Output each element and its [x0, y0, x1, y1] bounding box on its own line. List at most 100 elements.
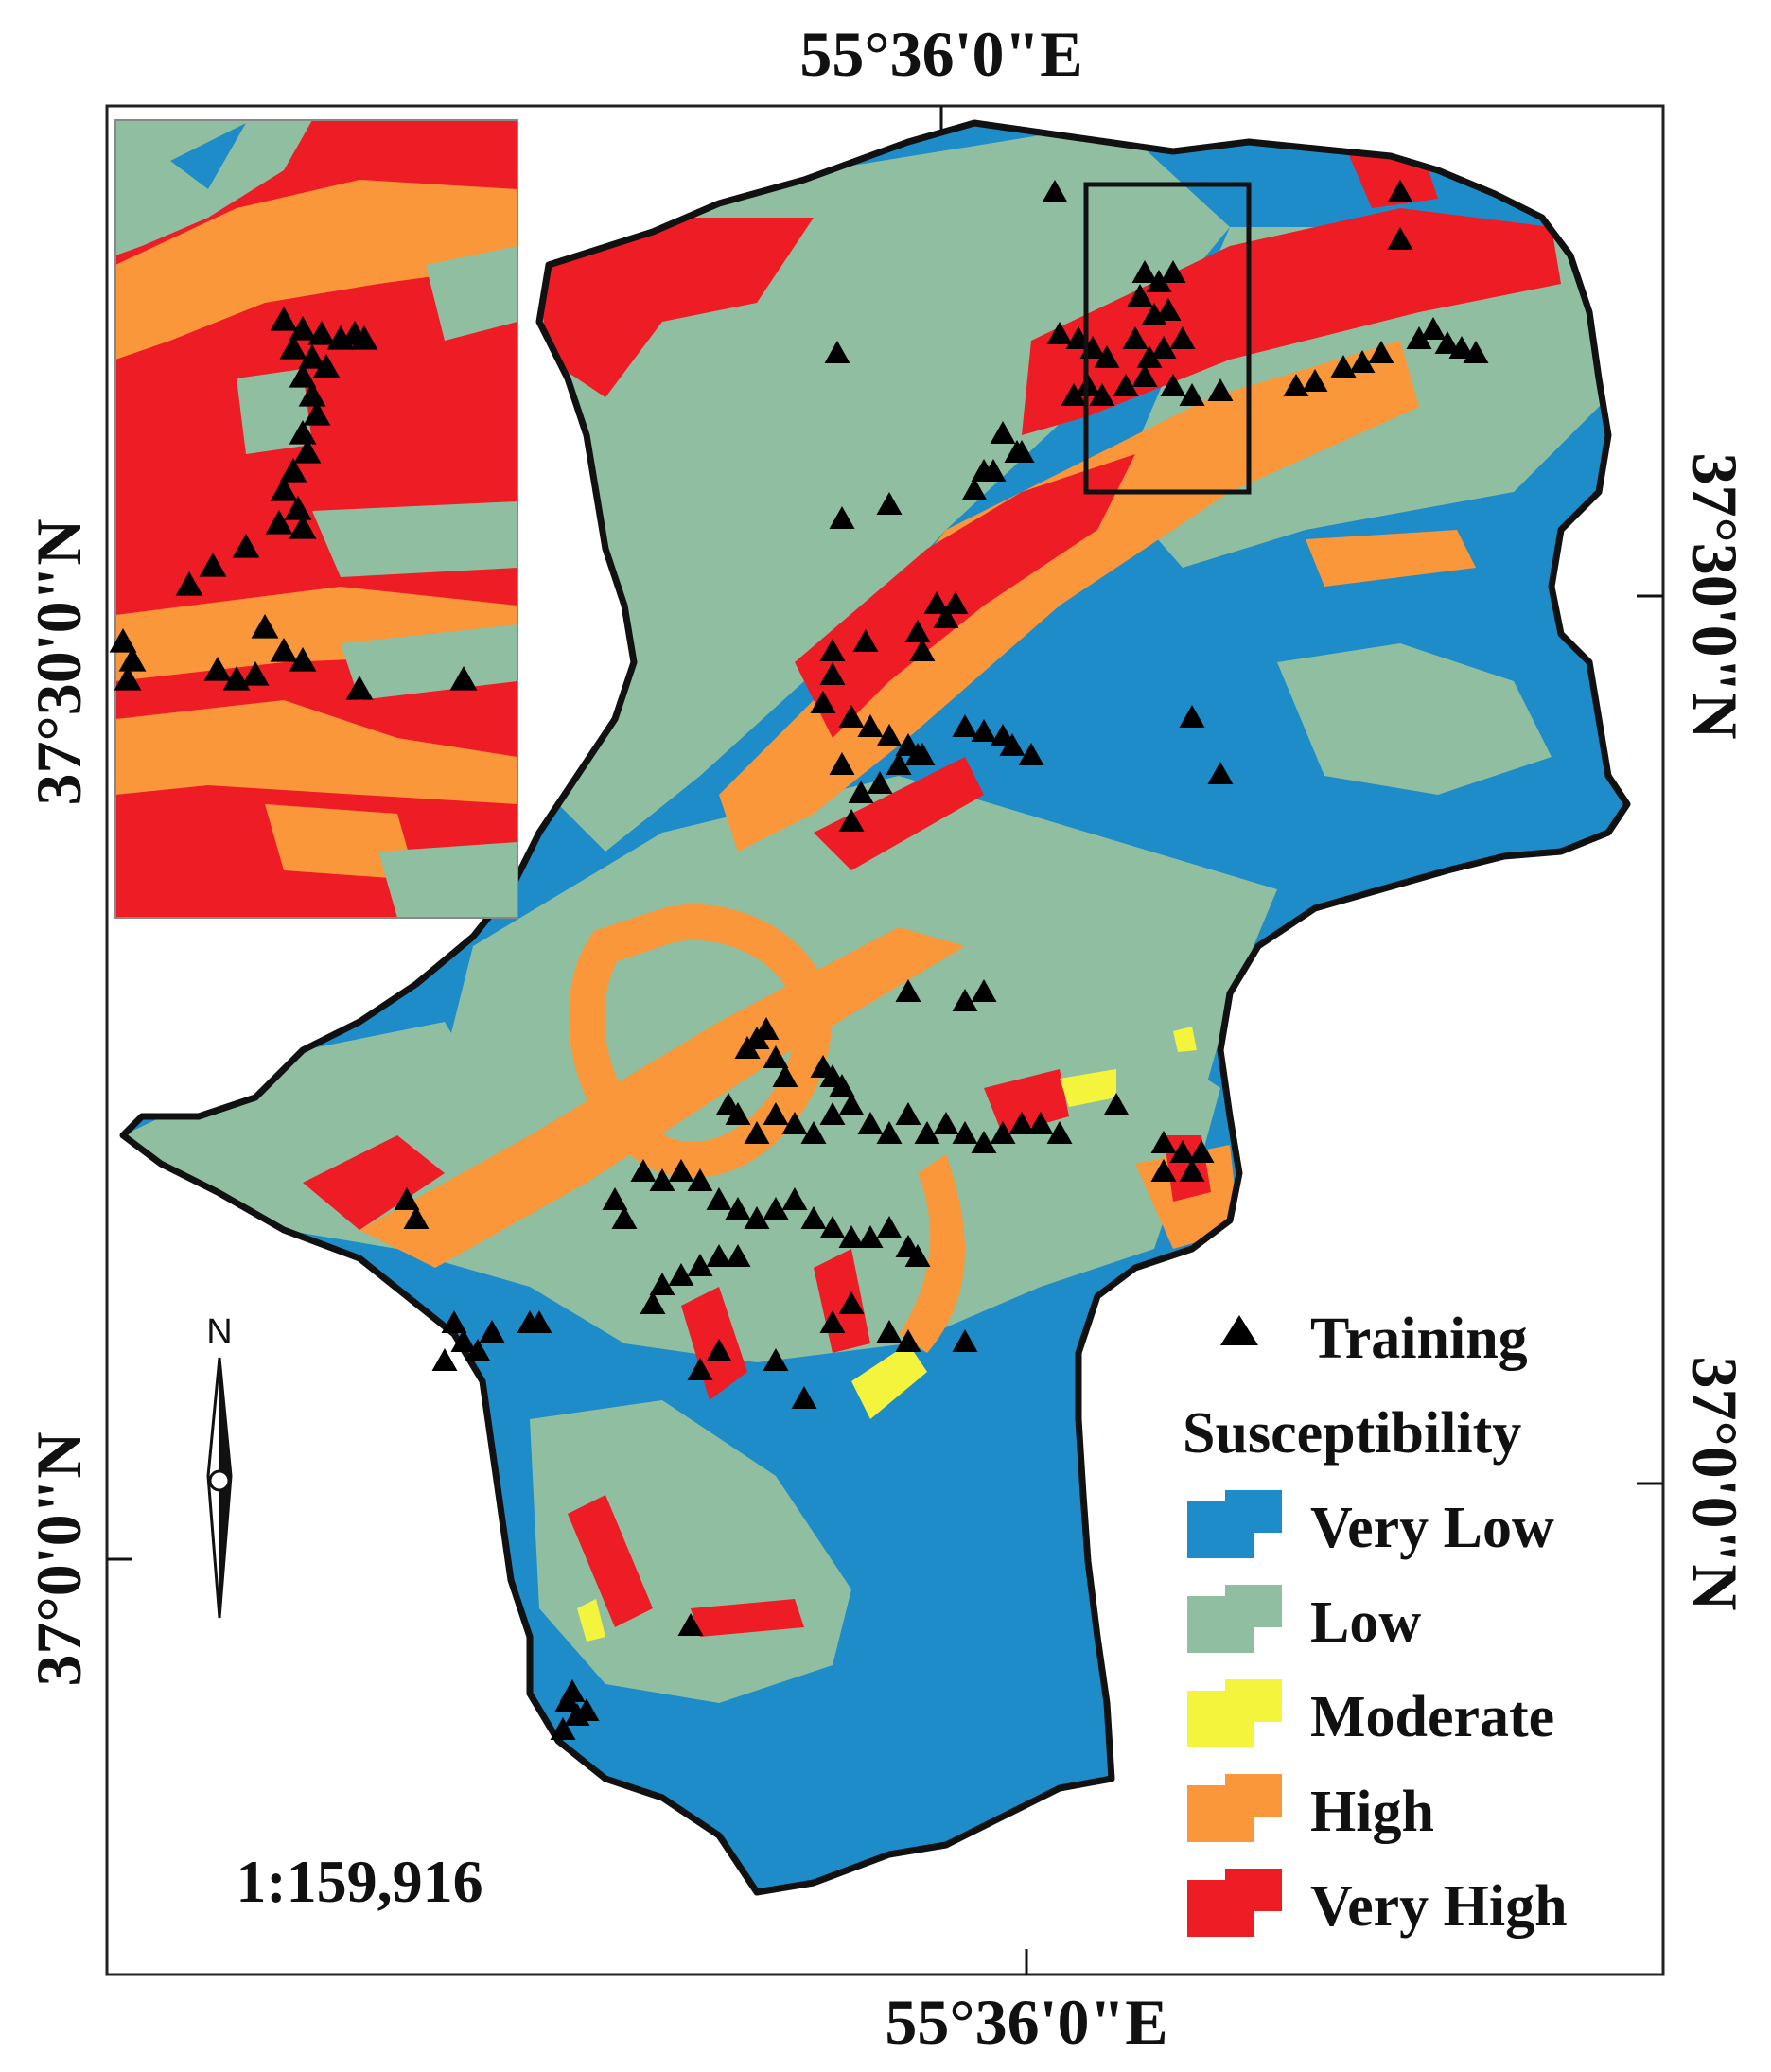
training-point: [1027, 1112, 1054, 1134]
inset-training-point: [175, 571, 203, 596]
training-point: [763, 1045, 789, 1068]
legend-swatch-low: [1187, 1585, 1282, 1653]
training-point: [550, 1717, 576, 1740]
training-point: [706, 1339, 732, 1361]
north-arrow-label: N: [206, 1312, 232, 1352]
training-point: [857, 1225, 884, 1248]
zone-low-central: [397, 776, 1277, 1362]
training-point: [961, 478, 988, 500]
inset-training-point: [293, 439, 322, 464]
inset-training-point: [298, 344, 326, 369]
inset-training-point: [109, 628, 137, 653]
zone-moderate-3: [577, 1599, 605, 1642]
training-point: [1387, 180, 1413, 202]
training-point: [1420, 317, 1447, 340]
inset-training-point: [449, 666, 478, 691]
training-point: [744, 1121, 770, 1144]
training-point: [867, 771, 893, 794]
inset-training-point: [114, 666, 142, 691]
training-point: [904, 1244, 931, 1267]
training-point: [394, 1187, 420, 1210]
training-point: [706, 1244, 732, 1267]
training-point: [942, 591, 969, 614]
training-point: [611, 1206, 638, 1229]
training-point: [781, 1187, 808, 1210]
training-point: [810, 691, 836, 713]
longitude-label-bottom: 55°36'0"E: [885, 1986, 1167, 2058]
training-point: [829, 1074, 855, 1097]
inset-high-band-4: [265, 804, 416, 880]
training-point: [763, 1102, 789, 1125]
inset-training-point: [312, 354, 341, 378]
training-point: [1150, 1131, 1177, 1153]
training-point: [1169, 1140, 1196, 1163]
legend-triangle-icon: [1220, 1315, 1258, 1345]
zone-very-high-central-strip: [814, 757, 984, 870]
training-point: [781, 1112, 808, 1134]
training-point: [909, 743, 936, 765]
zone-low-west: [123, 1022, 511, 1258]
legend-title: Susceptibility: [1183, 1401, 1521, 1466]
inset-training-point: [307, 321, 336, 345]
training-point: [725, 1197, 751, 1220]
zone-moderate-1: [851, 1343, 927, 1419]
legend-swatch-very-low: [1187, 1490, 1282, 1558]
inset-very-low-top: [170, 123, 246, 189]
training-point: [933, 606, 959, 628]
training-point: [876, 1121, 903, 1144]
training-point: [1463, 341, 1489, 363]
zone-high-band: [719, 341, 1419, 852]
inset-training-point: [265, 510, 293, 535]
legend-label-high: High: [1310, 1780, 1434, 1844]
training-point: [838, 705, 865, 728]
training-point: [819, 639, 846, 661]
training-point: [1131, 364, 1158, 387]
training-point: [1169, 326, 1196, 349]
latitude-label-left-lower: 37°0'0"N: [23, 1432, 95, 1687]
training-point: [441, 1310, 467, 1333]
training-point: [952, 714, 978, 737]
training-point: [725, 1102, 751, 1125]
latitude-label-right-lower: 37°0'0"N: [1679, 1357, 1751, 1611]
inset-training-point: [279, 458, 307, 483]
training-point: [559, 1679, 586, 1702]
inset-training-point: [289, 515, 317, 539]
zone-very-high-south-4: [691, 1599, 804, 1637]
inset-training-points: [109, 307, 478, 700]
training-point: [687, 1358, 713, 1380]
training-point: [1146, 270, 1172, 292]
inset-training-point: [270, 307, 298, 331]
inset-high-band-2: [115, 587, 517, 681]
training-point: [450, 1329, 477, 1352]
zone-very-high-south-1: [681, 1287, 747, 1400]
training-point: [649, 1273, 675, 1295]
legend-swatch-high: [1187, 1774, 1282, 1842]
training-point: [800, 1206, 827, 1229]
latitude-label-left-upper: 37°30'0"N: [23, 519, 95, 806]
training-point: [1368, 341, 1394, 363]
training-point: [923, 591, 950, 614]
legend-label-very-low: Very Low: [1310, 1496, 1554, 1560]
legend-label-moderate: Moderate: [1310, 1685, 1554, 1749]
inset-low-right-2: [312, 501, 517, 577]
training-point: [1094, 345, 1120, 368]
training-point: [1018, 743, 1044, 765]
training-point: [1330, 355, 1357, 378]
training-point: [1150, 336, 1177, 359]
training-point: [431, 1348, 458, 1371]
training-point: [649, 1168, 675, 1191]
legend: Training Susceptibility Very Low Low Moder…: [1183, 1307, 1568, 1939]
training-point: [876, 1320, 903, 1343]
inset-high-band-3: [115, 700, 517, 804]
zone-high-diagonal: [359, 927, 965, 1268]
training-point: [895, 1102, 921, 1125]
inset-low-mid: [237, 369, 312, 454]
zone-very-high-central-band: [795, 454, 1135, 738]
legend-label-low: Low: [1310, 1590, 1421, 1655]
training-point: [895, 979, 921, 1002]
training-point: [838, 1291, 865, 1314]
training-point: [1188, 1140, 1215, 1163]
inset-training-point: [232, 534, 260, 558]
inset-training-point: [289, 363, 317, 388]
